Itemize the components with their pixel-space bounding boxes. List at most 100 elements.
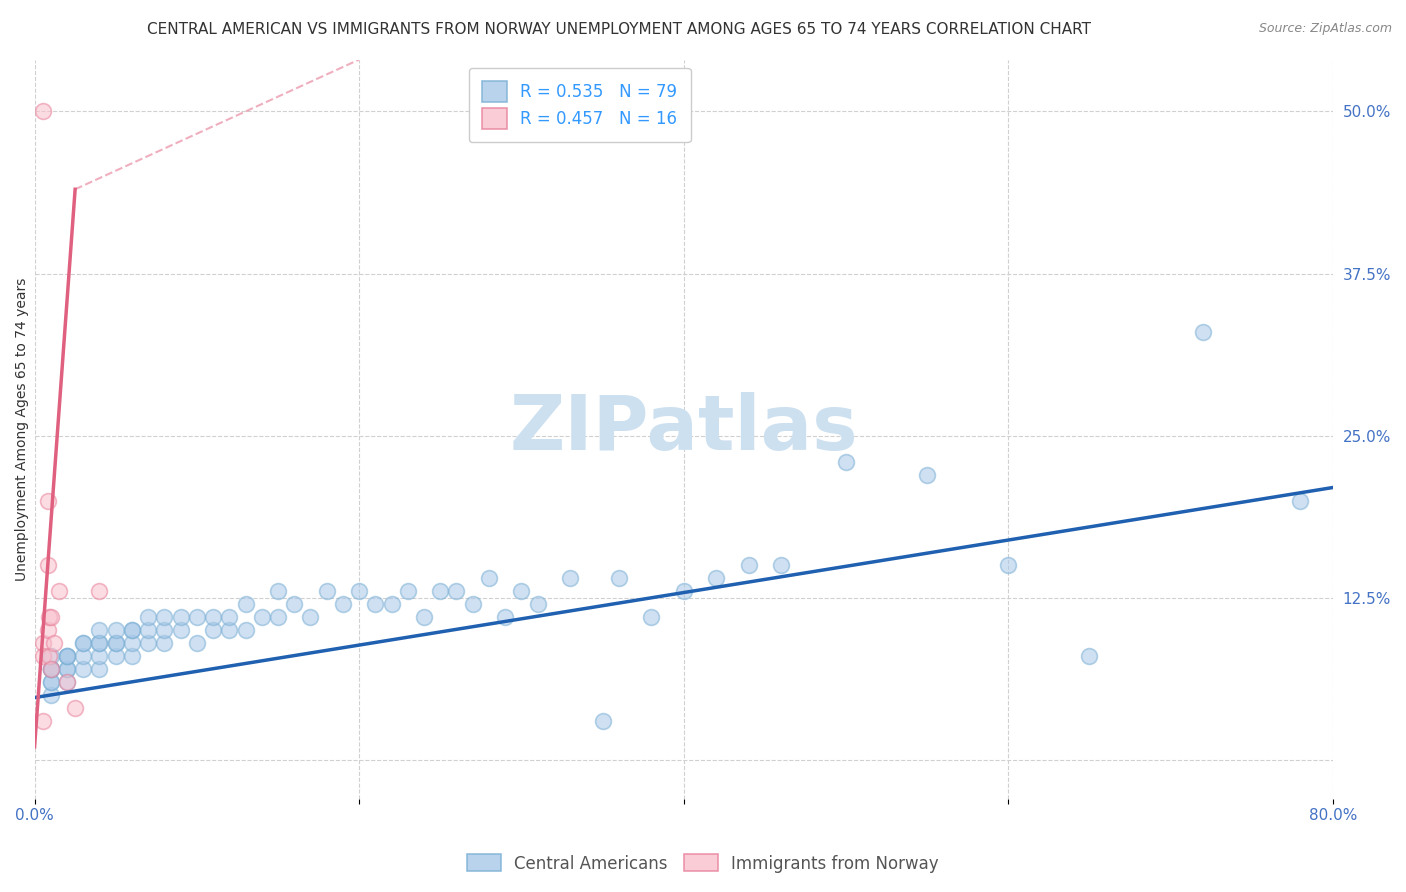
Point — [31, 649, 53, 664]
Point — [153, 636, 176, 650]
Point — [413, 610, 436, 624]
Point — [267, 584, 290, 599]
Point — [56, 649, 79, 664]
Point — [56, 649, 79, 664]
Point — [997, 558, 1019, 573]
Point — [89, 636, 111, 650]
Point — [136, 610, 159, 624]
Text: CENTRAL AMERICAN VS IMMIGRANTS FROM NORWAY UNEMPLOYMENT AMONG AGES 65 TO 74 YEAR: CENTRAL AMERICAN VS IMMIGRANTS FROM NORW… — [146, 22, 1091, 37]
Point — [558, 571, 581, 585]
Point — [380, 597, 402, 611]
Point — [835, 454, 858, 468]
Point — [56, 675, 79, 690]
Point — [56, 662, 79, 676]
Point — [915, 467, 938, 482]
Point — [63, 701, 86, 715]
Point — [37, 623, 59, 637]
Point — [104, 623, 127, 637]
Point — [37, 493, 59, 508]
Point — [39, 662, 62, 676]
Point — [89, 584, 111, 599]
Point — [429, 584, 451, 599]
Point — [89, 662, 111, 676]
Point — [1289, 493, 1312, 508]
Point — [56, 675, 79, 690]
Y-axis label: Unemployment Among Ages 65 to 74 years: Unemployment Among Ages 65 to 74 years — [15, 277, 30, 581]
Point — [56, 649, 79, 664]
Point — [121, 623, 143, 637]
Point — [640, 610, 662, 624]
Point — [104, 636, 127, 650]
Point — [332, 597, 354, 611]
Point — [283, 597, 305, 611]
Text: Source: ZipAtlas.com: Source: ZipAtlas.com — [1258, 22, 1392, 36]
Text: ZIPatlas: ZIPatlas — [509, 392, 858, 467]
Point — [153, 610, 176, 624]
Point — [396, 584, 419, 599]
Point — [704, 571, 727, 585]
Point — [89, 649, 111, 664]
Point — [136, 623, 159, 637]
Point — [186, 610, 208, 624]
Point — [38, 649, 60, 664]
Point — [39, 688, 62, 702]
Point — [39, 662, 62, 676]
Point — [39, 649, 62, 664]
Legend: Central Americans, Immigrants from Norway: Central Americans, Immigrants from Norwa… — [461, 847, 945, 880]
Point — [770, 558, 793, 573]
Point — [89, 623, 111, 637]
Point — [235, 623, 257, 637]
Point — [250, 610, 273, 624]
Point — [1078, 649, 1101, 664]
Point — [48, 584, 70, 599]
Point — [72, 636, 94, 650]
Point — [218, 610, 240, 624]
Point — [72, 649, 94, 664]
Point — [38, 610, 60, 624]
Point — [72, 662, 94, 676]
Point — [31, 636, 53, 650]
Point — [446, 584, 468, 599]
Point — [315, 584, 337, 599]
Point — [235, 597, 257, 611]
Point — [478, 571, 501, 585]
Point — [72, 636, 94, 650]
Point — [153, 623, 176, 637]
Point — [39, 662, 62, 676]
Point — [39, 662, 62, 676]
Point — [39, 675, 62, 690]
Point — [39, 675, 62, 690]
Point — [39, 610, 62, 624]
Point — [186, 636, 208, 650]
Point — [31, 714, 53, 728]
Point — [136, 636, 159, 650]
Point — [218, 623, 240, 637]
Point — [31, 104, 53, 119]
Point — [121, 649, 143, 664]
Point — [526, 597, 548, 611]
Legend: R = 0.535   N = 79, R = 0.457   N = 16: R = 0.535 N = 79, R = 0.457 N = 16 — [468, 68, 690, 142]
Point — [121, 636, 143, 650]
Point — [592, 714, 614, 728]
Point — [104, 636, 127, 650]
Point — [169, 623, 191, 637]
Point — [104, 649, 127, 664]
Point — [202, 623, 225, 637]
Point — [347, 584, 370, 599]
Point — [56, 662, 79, 676]
Point — [737, 558, 759, 573]
Point — [607, 571, 630, 585]
Point — [510, 584, 533, 599]
Point — [494, 610, 516, 624]
Point — [202, 610, 225, 624]
Point — [42, 636, 65, 650]
Point — [121, 623, 143, 637]
Point — [169, 610, 191, 624]
Point — [299, 610, 322, 624]
Point — [37, 558, 59, 573]
Point — [672, 584, 695, 599]
Point — [1192, 325, 1215, 339]
Point — [364, 597, 387, 611]
Point — [461, 597, 484, 611]
Point — [267, 610, 290, 624]
